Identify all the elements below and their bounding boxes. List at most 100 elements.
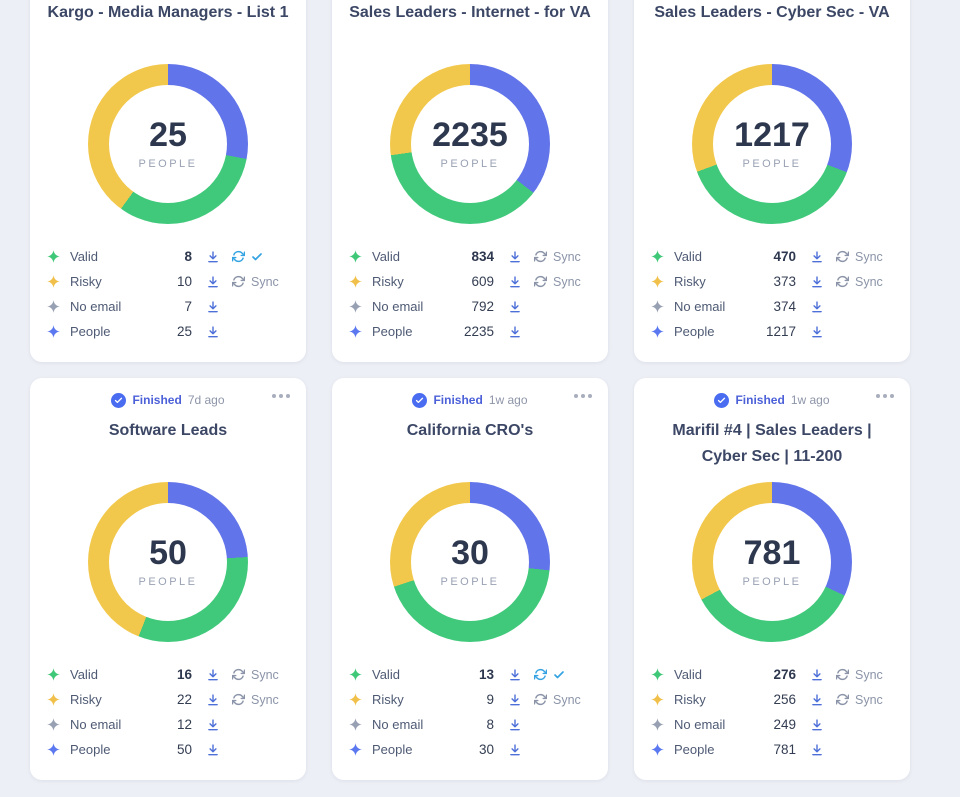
stat-row-valid: Valid 16 Sync (46, 662, 290, 687)
stat-row-risky: Risky 9 Sync (348, 687, 592, 712)
sync-label[interactable]: Sync (553, 692, 581, 707)
people-donut-chart: 2235 PEOPLE (390, 64, 550, 224)
sync-icon[interactable] (534, 250, 547, 263)
sync-label[interactable]: Sync (553, 274, 581, 289)
sync-icon[interactable] (534, 693, 547, 706)
stat-value: 834 (471, 249, 494, 264)
sync-label[interactable]: Sync (855, 274, 883, 289)
stat-value: 781 (773, 742, 796, 757)
download-icon[interactable] (206, 300, 220, 314)
donut-center: 1217 PEOPLE (692, 64, 852, 224)
sync-label[interactable]: Sync (251, 667, 279, 682)
menu-icon[interactable] (874, 390, 896, 402)
stat-value: 373 (773, 274, 796, 289)
stat-label: People (372, 324, 413, 339)
download-icon[interactable] (206, 718, 220, 732)
donut-center: 2235 PEOPLE (390, 64, 550, 224)
download-icon[interactable] (810, 325, 824, 339)
stat-value: 792 (471, 299, 494, 314)
stat-label: No email (674, 299, 726, 314)
download-icon[interactable] (508, 300, 522, 314)
download-icon[interactable] (206, 275, 220, 289)
stat-label: Valid (674, 667, 702, 682)
menu-icon[interactable] (572, 390, 594, 402)
stat-row-people: People 25 (46, 319, 290, 344)
risky-star-icon (650, 274, 665, 289)
no-email-star-icon (348, 299, 363, 314)
people-unit-label: PEOPLE (742, 157, 802, 170)
download-icon[interactable] (810, 743, 824, 757)
sync-label[interactable]: Sync (855, 692, 883, 707)
sync-icon[interactable] (836, 693, 849, 706)
sync-slot (232, 250, 290, 263)
sync-icon[interactable] (232, 668, 245, 681)
download-icon[interactable] (508, 718, 522, 732)
stat-label: No email (372, 299, 424, 314)
finished-time: 1w ago (488, 393, 528, 407)
download-icon[interactable] (810, 693, 824, 707)
sync-label[interactable]: Sync (855, 667, 883, 682)
sync-icon[interactable] (534, 668, 547, 681)
download-icon[interactable] (810, 718, 824, 732)
donut-center: 30 PEOPLE (390, 482, 550, 642)
download-icon[interactable] (810, 275, 824, 289)
list-card: Finished 1w ago Marifil #4 | Sales Leade… (634, 378, 910, 780)
stat-value: 470 (773, 249, 796, 264)
sync-icon[interactable] (836, 668, 849, 681)
download-icon[interactable] (206, 668, 220, 682)
risky-star-icon (348, 692, 363, 707)
download-icon[interactable] (508, 668, 522, 682)
download-icon[interactable] (810, 668, 824, 682)
sync-icon[interactable] (534, 275, 547, 288)
sync-icon[interactable] (836, 250, 849, 263)
stat-value: 374 (773, 299, 796, 314)
stat-label: Risky (70, 274, 102, 289)
finished-time: 1w ago (790, 393, 830, 407)
download-icon[interactable] (810, 300, 824, 314)
stats-list: Valid 13 Risky 9 Sync No (348, 662, 592, 762)
valid-star-icon (650, 667, 665, 682)
risky-star-icon (46, 692, 61, 707)
download-icon[interactable] (508, 743, 522, 757)
menu-icon[interactable] (270, 390, 292, 402)
download-icon[interactable] (206, 693, 220, 707)
stat-value: 2235 (463, 324, 494, 339)
stat-value: 609 (471, 274, 494, 289)
sync-icon[interactable] (232, 275, 245, 288)
sync-slot: Sync (836, 250, 894, 264)
stat-row-valid: Valid 470 Sync (650, 244, 894, 269)
sync-label[interactable]: Sync (553, 249, 581, 264)
sync-label[interactable]: Sync (251, 692, 279, 707)
people-unit-label: PEOPLE (440, 157, 500, 170)
synced-check-icon (553, 669, 565, 681)
stat-value: 276 (773, 667, 796, 682)
people-star-icon (46, 324, 61, 339)
stat-label: Risky (674, 274, 706, 289)
sync-icon[interactable] (836, 275, 849, 288)
stat-label: No email (70, 717, 122, 732)
download-icon[interactable] (206, 250, 220, 264)
download-icon[interactable] (508, 325, 522, 339)
lists-dashboard-grid: Kargo - Media Managers - List 1 25 PEOPL… (30, 0, 960, 780)
card-head: Finished 7d ago (46, 390, 290, 410)
stat-label: Risky (70, 692, 102, 707)
sync-label[interactable]: Sync (855, 249, 883, 264)
sync-icon[interactable] (232, 693, 245, 706)
download-icon[interactable] (810, 250, 824, 264)
download-icon[interactable] (206, 325, 220, 339)
sync-icon[interactable] (232, 250, 245, 263)
download-icon[interactable] (508, 250, 522, 264)
sync-label[interactable]: Sync (251, 274, 279, 289)
download-icon[interactable] (508, 693, 522, 707)
stat-row-people: People 1217 (650, 319, 894, 344)
stat-label: Valid (70, 667, 98, 682)
sync-slot: Sync (836, 275, 894, 289)
stat-value: 10 (176, 274, 192, 289)
download-icon[interactable] (508, 275, 522, 289)
no-email-star-icon (348, 717, 363, 732)
download-icon[interactable] (206, 743, 220, 757)
card-title: Software Leads (108, 422, 228, 439)
finished-label: Finished (735, 393, 785, 407)
people-donut-chart: 50 PEOPLE (88, 482, 248, 642)
valid-star-icon (348, 249, 363, 264)
